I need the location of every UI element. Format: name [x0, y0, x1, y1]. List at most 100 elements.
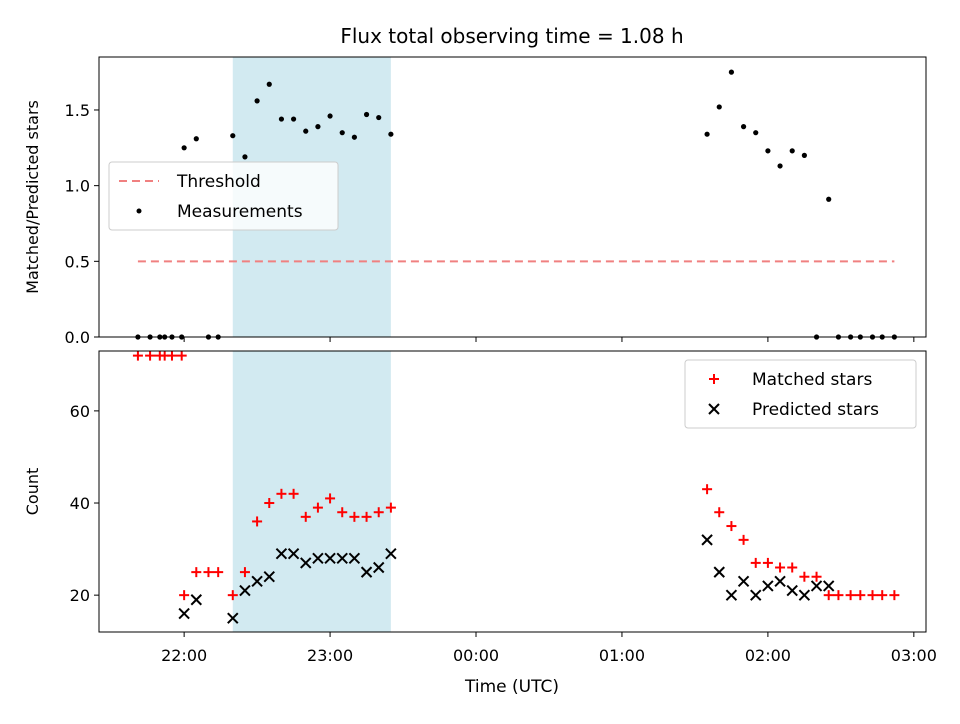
matched-star-point — [726, 521, 737, 532]
measurement-point — [254, 98, 260, 104]
measurement-point — [753, 130, 759, 136]
y-tick-label: 1.5 — [65, 101, 90, 120]
predicted-star-point — [312, 552, 324, 565]
matched-star-point — [877, 590, 888, 601]
measurement-point — [376, 114, 382, 121]
y-tick-label: 0.0 — [65, 328, 90, 347]
legend-measurement-label: Measurements — [177, 202, 303, 222]
predicted-star-point — [373, 561, 385, 574]
matched-star-point — [213, 567, 224, 578]
measurement-point — [315, 124, 321, 130]
matched-star-point — [738, 534, 749, 545]
measurement-point — [765, 148, 771, 154]
matched-star-point — [867, 590, 878, 601]
legend-predicted-swatch — [708, 403, 720, 415]
x-tick-label: 00:00 — [453, 646, 499, 665]
predicted-star-point — [774, 575, 786, 588]
matched-star-point — [762, 557, 773, 568]
measurement-point — [339, 130, 345, 136]
matched-star-point — [337, 507, 348, 518]
legend-predicted-label: Predicted stars — [752, 400, 879, 420]
predicted-star-point — [178, 607, 190, 620]
y-tick-label: 20 — [70, 586, 90, 605]
measurement-point — [193, 136, 199, 142]
predicted-star-point — [786, 584, 798, 597]
matched-star-point — [373, 507, 384, 518]
predicted-star-point — [251, 575, 263, 588]
matched-star-point — [227, 590, 238, 601]
predicted-star-point — [360, 566, 373, 578]
bottom-axes-frame — [98, 350, 927, 633]
predicted-star-point — [725, 589, 738, 601]
measurement-point — [351, 134, 357, 140]
measurement-point — [728, 69, 735, 75]
matched-star-point — [823, 590, 834, 601]
predicted-star-point — [798, 589, 811, 601]
bottom-legend-box — [684, 359, 917, 429]
measurement-point — [327, 113, 333, 119]
predicted-star-point — [385, 547, 397, 560]
measurement-point — [181, 145, 187, 151]
top-y-axis-label: Matched/Predicted stars — [23, 100, 42, 294]
legend-measurement-swatch — [136, 208, 142, 214]
matched-star-point — [264, 498, 275, 509]
matched-star-point — [385, 502, 396, 513]
predicted-star-point — [701, 534, 713, 546]
bottom-y-axis-label: Count — [23, 468, 42, 516]
x-tick-label: 23:00 — [307, 646, 353, 665]
predicted-star-point — [239, 584, 251, 597]
predicted-star-point — [348, 552, 361, 565]
x-tick-label: 03:00 — [891, 646, 937, 665]
measurement-point — [777, 163, 783, 169]
top-axes-frame — [98, 56, 927, 338]
legend-matched-label: Matched stars — [752, 370, 872, 390]
measurement-point — [716, 104, 722, 110]
matched-star-point — [889, 590, 900, 601]
legend-matched-swatch — [709, 374, 719, 384]
measurement-point — [704, 131, 710, 137]
predicted-star-point — [263, 571, 275, 583]
x-axis-label: Time (UTC) — [464, 677, 559, 697]
matched-star-point — [325, 493, 336, 504]
matched-star-point — [191, 567, 202, 578]
bottom-shaded-span — [232, 351, 391, 632]
y-tick-label: 1.0 — [65, 177, 90, 196]
predicted-star-point — [810, 580, 823, 592]
matched-star-point — [799, 571, 810, 582]
matched-star-point — [855, 590, 866, 601]
y-tick-label: 40 — [70, 494, 90, 513]
matched-star-point — [714, 507, 725, 518]
measurement-point — [303, 128, 309, 134]
matched-star-point — [166, 350, 177, 361]
measurement-point — [242, 154, 248, 160]
measurement-point — [388, 131, 394, 137]
matched-star-point — [179, 590, 190, 601]
matched-star-point — [833, 590, 844, 601]
matched-star-point — [203, 567, 214, 578]
matched-star-point — [775, 562, 786, 573]
x-tick-label: 22:00 — [161, 646, 207, 665]
y-tick-label: 60 — [70, 402, 90, 421]
x-tick-label: 02:00 — [745, 646, 791, 665]
matched-star-point — [145, 350, 156, 361]
measurement-point — [266, 81, 272, 87]
predicted-star-point — [336, 552, 348, 565]
matched-star-point — [300, 511, 311, 522]
matched-star-point — [312, 502, 323, 513]
predicted-star-point — [300, 557, 312, 569]
measurement-point — [230, 133, 236, 139]
measurement-point — [278, 116, 285, 122]
matched-star-point — [361, 511, 372, 522]
predicted-star-point — [762, 580, 774, 592]
chart-title: Flux total observing time = 1.08 h — [340, 24, 683, 48]
predicted-star-point — [737, 575, 750, 588]
matched-star-point — [349, 511, 360, 522]
predicted-star-point — [750, 589, 762, 601]
matched-star-point — [288, 488, 299, 499]
predicted-star-point — [713, 566, 725, 578]
matched-star-point — [845, 590, 856, 601]
bottom-panel: 20 40 60 22:00 23:00 00:00 01:00 02:00 03:00 Cou… — [23, 350, 937, 697]
x-tick-label: 01:00 — [599, 646, 645, 665]
matched-star-point — [132, 350, 143, 361]
